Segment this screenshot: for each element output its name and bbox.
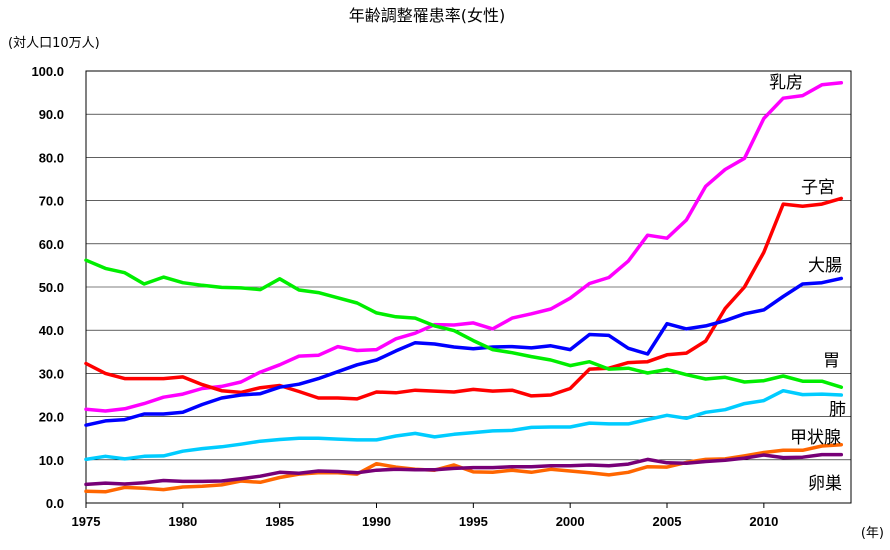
chart-title: 年齢調整罹患率(女性) — [349, 6, 506, 25]
series-label: 甲状腺 — [790, 428, 841, 448]
y-tick-label: 80.0 — [39, 150, 64, 165]
series-label: 子宮 — [801, 178, 835, 198]
plot-area-frame — [85, 70, 852, 504]
y-tick-label: 70.0 — [39, 194, 64, 209]
x-tick-label: 1985 — [265, 514, 294, 529]
series-label: 胃 — [823, 351, 840, 371]
x-tick-label: 2010 — [749, 514, 778, 529]
series-line-胃 — [84, 258, 844, 389]
y-tick-label: 10.0 — [39, 453, 64, 468]
x-axis-label: (年) — [861, 526, 884, 541]
y-tick-label: 90.0 — [39, 107, 64, 122]
x-tick-labels: 1975 1980 1985 1990 1995 2000 2005 2010 — [72, 503, 778, 529]
series-line-子宮 — [84, 196, 844, 401]
x-tick-label: 1980 — [168, 514, 197, 529]
x-tick-label: 1995 — [459, 514, 488, 529]
series-label: 卵巣 — [808, 474, 842, 494]
y-tick-labels: 0.0 10.0 20.0 30.0 40.0 50.0 60.0 70.0 80.0 90.0 1… — [31, 64, 64, 511]
y-tick-label: 60.0 — [39, 237, 64, 252]
y-tick-label: 50.0 — [39, 280, 64, 295]
series-label: 肺 — [829, 400, 846, 420]
y-axis-label: (対人口10万人) — [8, 36, 100, 51]
y-tick-label: 100.0 — [31, 64, 64, 79]
series-lines — [84, 80, 844, 494]
y-tick-label: 40.0 — [39, 323, 64, 338]
y-tick-label: 0.0 — [46, 496, 64, 511]
series-label: 大腸 — [808, 256, 842, 276]
series-line-肺 — [84, 388, 844, 462]
x-tick-label: 1975 — [72, 514, 101, 529]
y-tick-label: 30.0 — [39, 366, 64, 381]
series-line-乳房 — [84, 80, 844, 413]
series-label: 乳房 — [769, 73, 803, 93]
y-tick-label: 20.0 — [39, 410, 64, 425]
x-tick-label: 2000 — [556, 514, 585, 529]
series-line-卵巣 — [84, 452, 844, 487]
series-line-大腸 — [84, 276, 844, 427]
x-tick-label: 2005 — [653, 514, 682, 529]
x-tick-label: 1990 — [362, 514, 391, 529]
